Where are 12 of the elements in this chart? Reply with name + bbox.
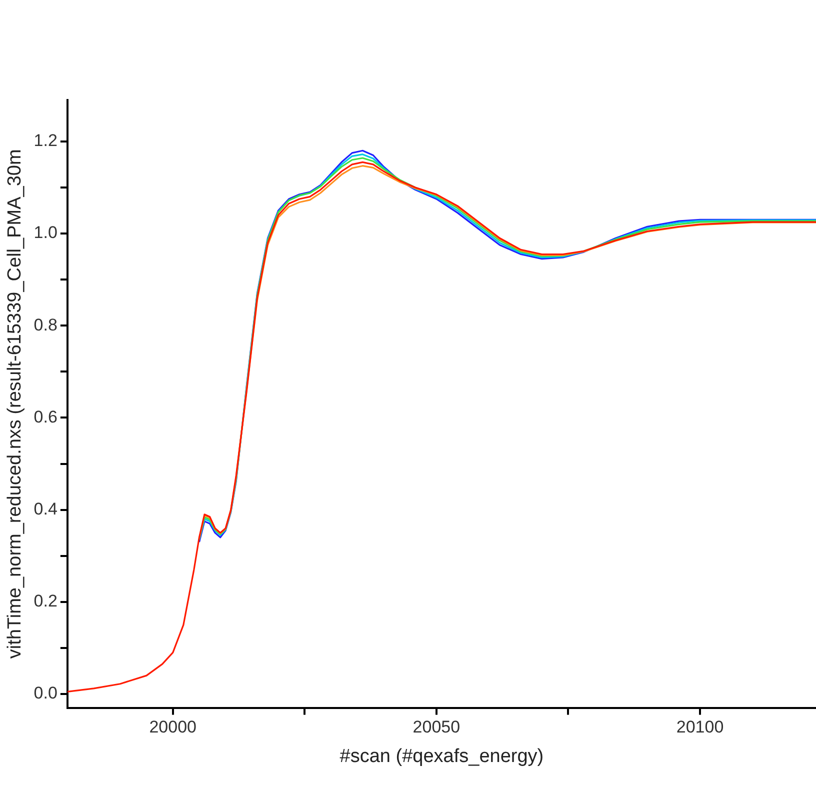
- x-tick-label: 20100: [676, 718, 724, 737]
- y-tick-label: 0.0: [34, 684, 58, 703]
- x-tick-label: 20050: [412, 718, 460, 737]
- y-axis-title: vithTime_norm_reduced.nxs (result-615339_Cell_PMA_30m: [4, 149, 26, 659]
- y-tick-label: 1.2: [34, 131, 58, 150]
- y-tick-label: 0.8: [34, 315, 58, 334]
- y-tick-label: 0.4: [34, 499, 58, 518]
- y-tick-label: 0.2: [34, 592, 58, 611]
- y-tick-label: 1.0: [34, 223, 58, 242]
- x-tick-label: 20000: [149, 718, 197, 737]
- y-tick-label: 0.6: [34, 407, 58, 426]
- x-axis-title: #scan (#qexafs_energy): [340, 746, 544, 767]
